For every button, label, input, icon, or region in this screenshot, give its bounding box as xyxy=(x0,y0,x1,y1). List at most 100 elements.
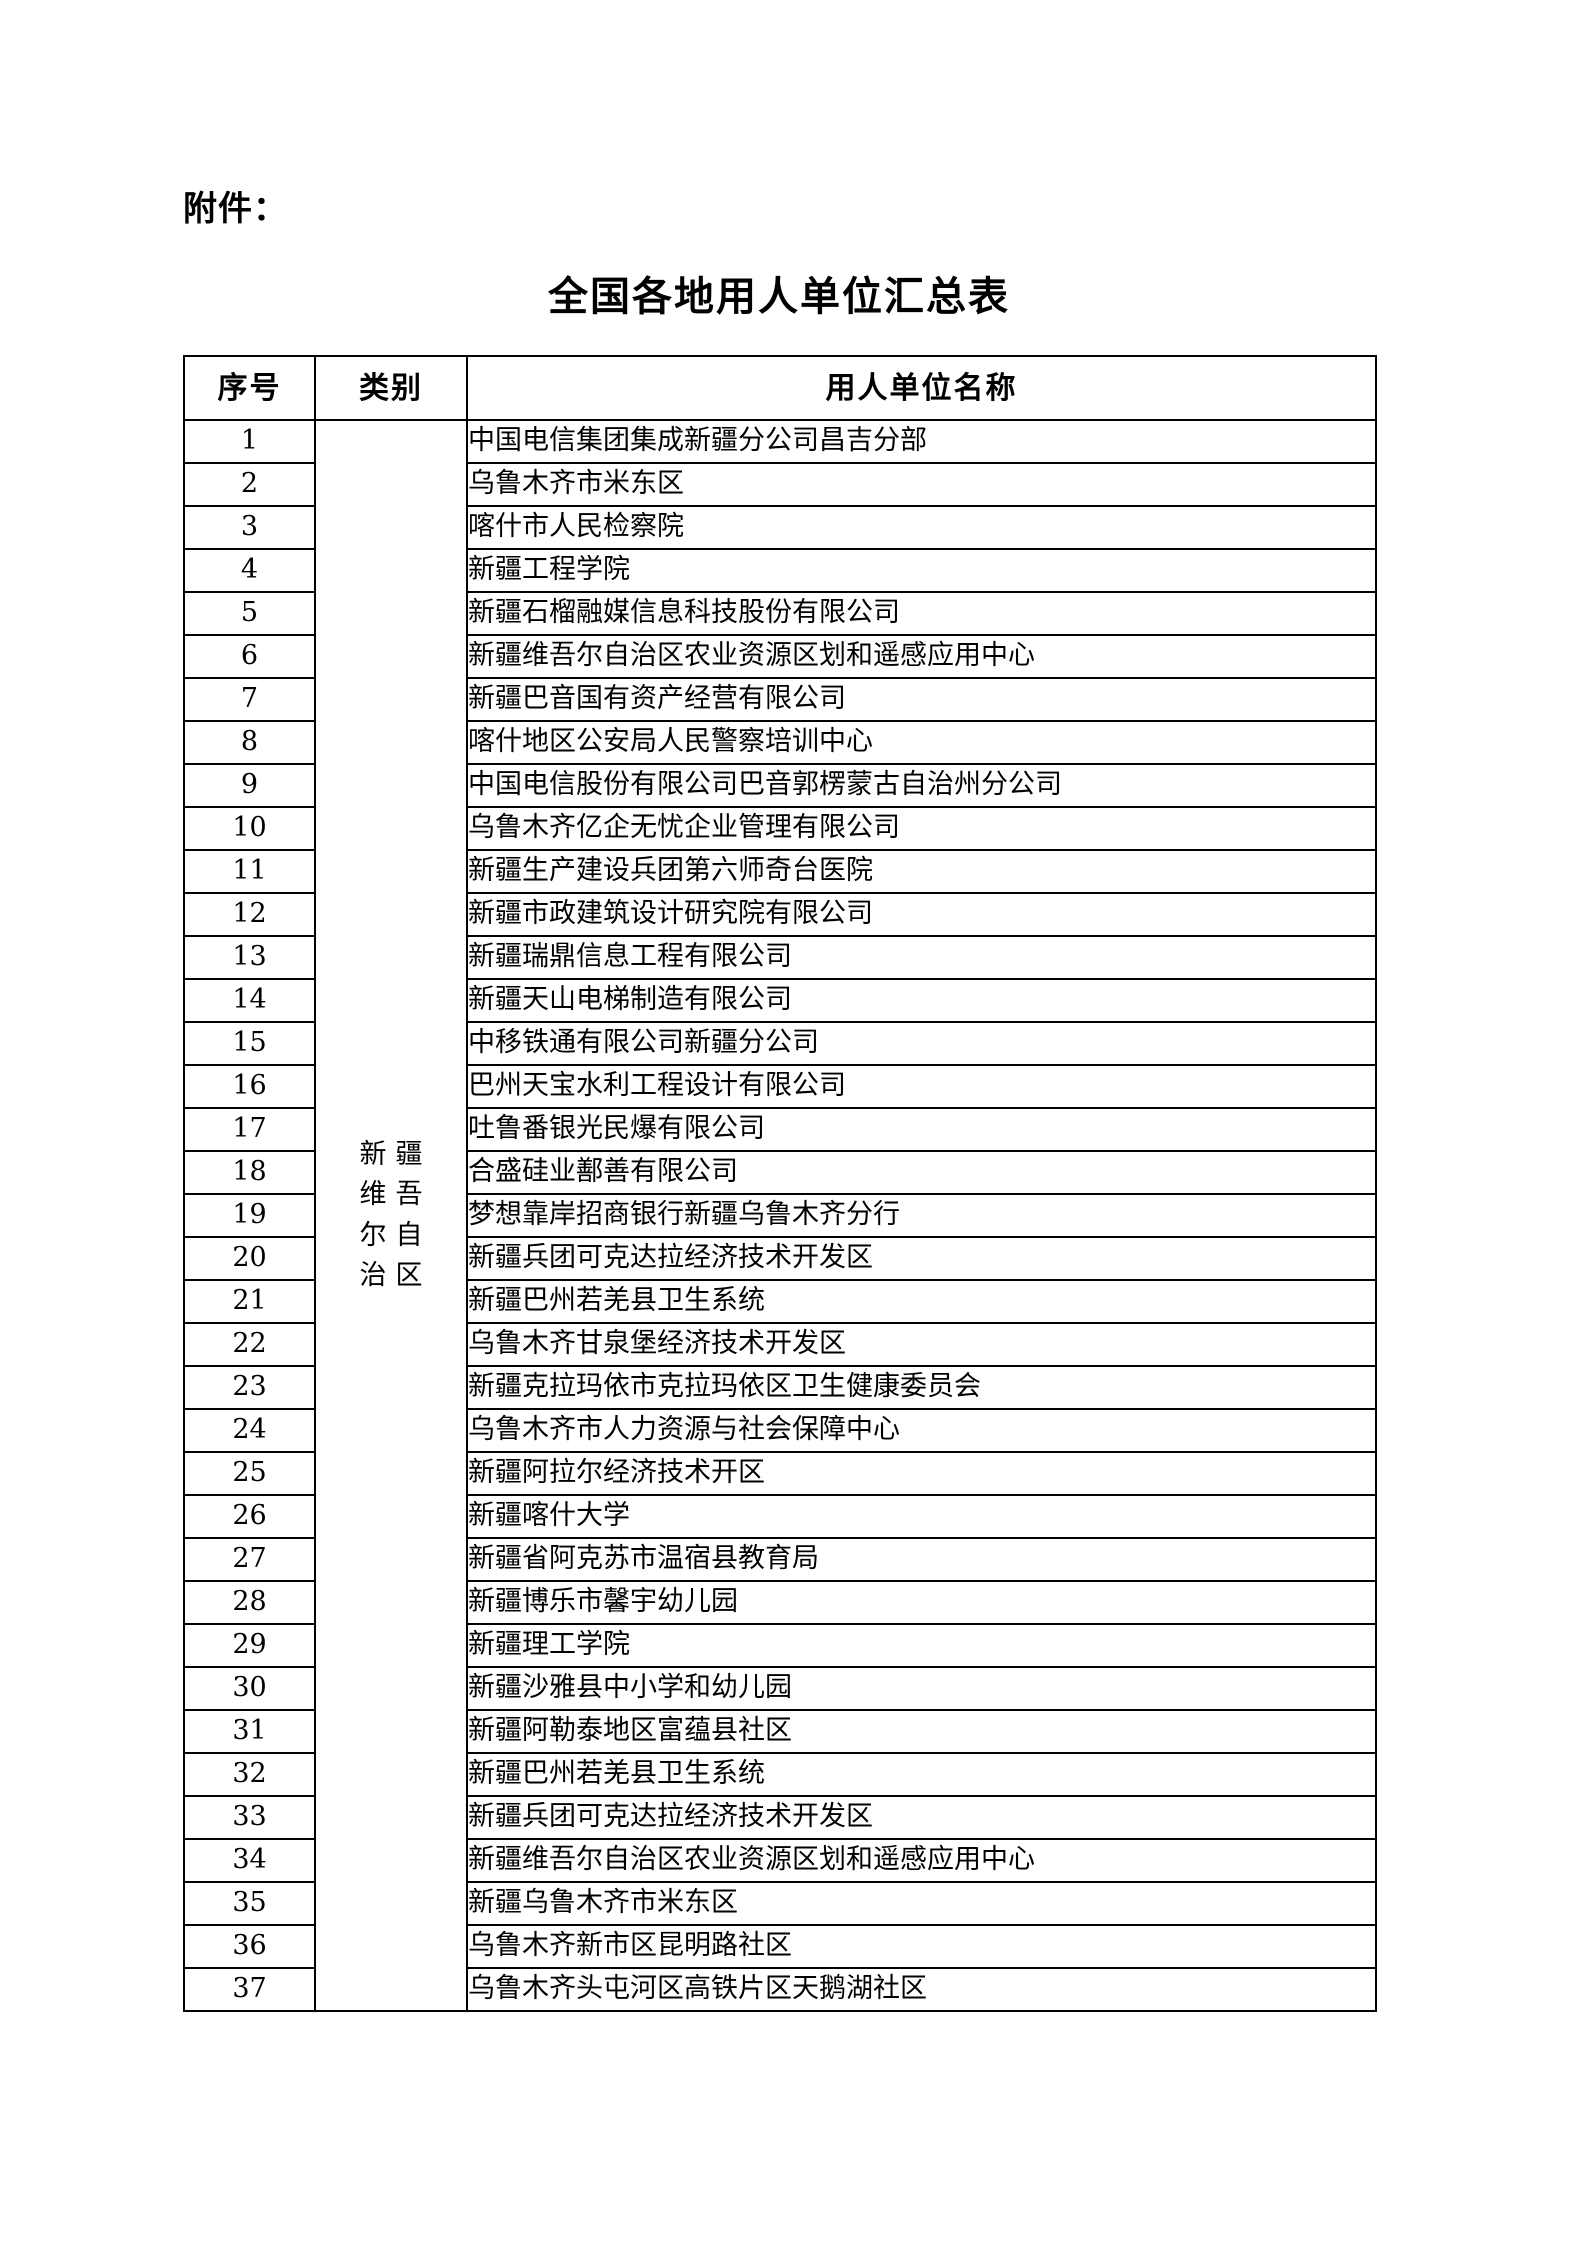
cell-employer-name: 乌鲁木齐甘泉堡经济技术开发区 xyxy=(466,1322,1377,1367)
category-vertical-column: 新维尔治 xyxy=(355,1135,391,1297)
table-row: 23 新疆克拉玛依市克拉玛依区卫生健康委员会 xyxy=(183,1365,1377,1410)
category-char: 区 xyxy=(395,1260,423,1291)
cell-employer-name: 喀什市人民检察院 xyxy=(466,505,1377,550)
table-row: 31 新疆阿勒泰地区富蕴县社区 xyxy=(183,1709,1377,1754)
cell-seq: 31 xyxy=(183,1709,316,1754)
cell-seq: 6 xyxy=(183,634,316,679)
cell-seq: 36 xyxy=(183,1924,316,1969)
table-row: 9 中国电信股份有限公司巴音郭楞蒙古自治州分公司 xyxy=(183,763,1377,808)
cell-employer-name: 新疆市政建筑设计研究院有限公司 xyxy=(466,892,1377,937)
table-row: 29 新疆理工学院 xyxy=(183,1623,1377,1668)
table-row: 11 新疆生产建设兵团第六师奇台医院 xyxy=(183,849,1377,894)
category-char: 新 xyxy=(359,1138,387,1170)
column-header-category: 类别 xyxy=(314,355,468,421)
cell-employer-name: 新疆瑞鼎信息工程有限公司 xyxy=(466,935,1377,980)
table-row: 35 新疆乌鲁木齐市米东区 xyxy=(183,1881,1377,1926)
column-header-name: 用人单位名称 xyxy=(466,355,1377,421)
cell-employer-name: 新疆阿拉尔经济技术开区 xyxy=(466,1451,1377,1496)
cell-seq: 12 xyxy=(183,892,316,937)
category-vertical-column: 疆吾自区 xyxy=(391,1135,427,1297)
cell-seq: 37 xyxy=(183,1967,316,2012)
cell-employer-name: 新疆巴音国有资产经营有限公司 xyxy=(466,677,1377,722)
table-row: 3 喀什市人民检察院 xyxy=(183,505,1377,550)
column-header-seq: 序号 xyxy=(183,355,316,421)
table-row: 32 新疆巴州若羌县卫生系统 xyxy=(183,1752,1377,1797)
cell-employer-name: 新疆维吾尔自治区农业资源区划和遥感应用中心 xyxy=(466,634,1377,679)
cell-seq: 26 xyxy=(183,1494,316,1539)
cell-employer-name: 新疆兵团可克达拉经济技术开发区 xyxy=(466,1795,1377,1840)
cell-employer-name: 新疆阿勒泰地区富蕴县社区 xyxy=(466,1709,1377,1754)
cell-seq: 29 xyxy=(183,1623,316,1668)
cell-employer-name: 新疆克拉玛依市克拉玛依区卫生健康委员会 xyxy=(466,1365,1377,1410)
cell-employer-name: 新疆巴州若羌县卫生系统 xyxy=(466,1752,1377,1797)
cell-seq: 32 xyxy=(183,1752,316,1797)
cell-seq: 15 xyxy=(183,1021,316,1066)
table-row: 28 新疆博乐市馨宇幼儿园 xyxy=(183,1580,1377,1625)
cell-seq: 5 xyxy=(183,591,316,636)
cell-seq: 1 xyxy=(183,419,316,464)
cell-employer-name: 新疆维吾尔自治区农业资源区划和遥感应用中心 xyxy=(466,1838,1377,1883)
cell-employer-name: 新疆乌鲁木齐市米东区 xyxy=(466,1881,1377,1926)
cell-seq: 35 xyxy=(183,1881,316,1926)
table-row: 12 新疆市政建筑设计研究院有限公司 xyxy=(183,892,1377,937)
table-row: 20 新疆兵团可克达拉经济技术开发区 xyxy=(183,1236,1377,1281)
cell-seq: 13 xyxy=(183,935,316,980)
cell-seq: 34 xyxy=(183,1838,316,1883)
category-char: 吾 xyxy=(395,1179,423,1210)
table-row: 37 乌鲁木齐头屯河区高铁片区天鹅湖社区 xyxy=(183,1967,1377,2012)
cell-seq: 30 xyxy=(183,1666,316,1711)
cell-seq: 8 xyxy=(183,720,316,765)
table-row: 27 新疆省阿克苏市温宿县教育局 xyxy=(183,1537,1377,1582)
table-row: 36 乌鲁木齐新市区昆明路社区 xyxy=(183,1924,1377,1969)
cell-employer-name: 合盛硅业鄯善有限公司 xyxy=(466,1150,1377,1195)
cell-seq: 18 xyxy=(183,1150,316,1195)
cell-seq: 33 xyxy=(183,1795,316,1840)
cell-employer-name: 中移铁通有限公司新疆分公司 xyxy=(466,1021,1377,1066)
category-char: 尔 xyxy=(359,1219,387,1251)
table-row: 26 新疆喀什大学 xyxy=(183,1494,1377,1539)
table-row: 4 新疆工程学院 xyxy=(183,548,1377,593)
cell-seq: 9 xyxy=(183,763,316,808)
table-row: 18 合盛硅业鄯善有限公司 xyxy=(183,1150,1377,1195)
cell-employer-name: 新疆石榴融媒信息科技股份有限公司 xyxy=(466,591,1377,636)
table-row: 2 乌鲁木齐市米东区 xyxy=(183,462,1377,507)
cell-seq: 10 xyxy=(183,806,316,851)
table-row: 14 新疆天山电梯制造有限公司 xyxy=(183,978,1377,1023)
cell-employer-name: 乌鲁木齐市人力资源与社会保障中心 xyxy=(466,1408,1377,1453)
table-row: 16 巴州天宝水利工程设计有限公司 xyxy=(183,1064,1377,1109)
cell-employer-name: 乌鲁木齐新市区昆明路社区 xyxy=(466,1924,1377,1969)
table-row: 24 乌鲁木齐市人力资源与社会保障中心 xyxy=(183,1408,1377,1453)
cell-seq: 22 xyxy=(183,1322,316,1367)
cell-employer-name: 乌鲁木齐亿企无忧企业管理有限公司 xyxy=(466,806,1377,851)
table-row: 25 新疆阿拉尔经济技术开区 xyxy=(183,1451,1377,1496)
cell-employer-name: 新疆巴州若羌县卫生系统 xyxy=(466,1279,1377,1324)
cell-seq: 24 xyxy=(183,1408,316,1453)
page-title: 全国各地用人单位汇总表 xyxy=(548,273,1010,320)
cell-employer-name: 巴州天宝水利工程设计有限公司 xyxy=(466,1064,1377,1109)
employer-summary-table-wrapper: 序号 类别 用人单位名称 1 新维尔治疆吾自区中国电信集团集成新疆分公司昌吉分部 2… xyxy=(183,355,1377,2012)
category-char: 自 xyxy=(395,1219,423,1251)
attachment-label: 附件： xyxy=(183,189,288,229)
cell-seq: 14 xyxy=(183,978,316,1023)
cell-employer-name: 梦想靠岸招商银行新疆乌鲁木齐分行 xyxy=(466,1193,1377,1238)
category-char: 疆 xyxy=(395,1138,423,1170)
table-row: 33 新疆兵团可克达拉经济技术开发区 xyxy=(183,1795,1377,1840)
cell-seq: 21 xyxy=(183,1279,316,1324)
cell-employer-name: 新疆兵团可克达拉经济技术开发区 xyxy=(466,1236,1377,1281)
table-row: 1 新维尔治疆吾自区中国电信集团集成新疆分公司昌吉分部 xyxy=(183,419,1377,2012)
table-row: 34 新疆维吾尔自治区农业资源区划和遥感应用中心 xyxy=(183,1838,1377,1883)
category-char: 治 xyxy=(359,1260,387,1291)
cell-employer-name: 中国电信股份有限公司巴音郭楞蒙古自治州分公司 xyxy=(466,763,1377,808)
cell-employer-name: 新疆理工学院 xyxy=(466,1623,1377,1668)
cell-employer-name: 中国电信集团集成新疆分公司昌吉分部 xyxy=(466,419,1377,464)
cell-category: 新维尔治疆吾自区 xyxy=(314,419,468,2012)
cell-employer-name: 乌鲁木齐市米东区 xyxy=(466,462,1377,507)
cell-employer-name: 喀什地区公安局人民警察培训中心 xyxy=(466,720,1377,765)
table-row: 15 中移铁通有限公司新疆分公司 xyxy=(183,1021,1377,1066)
cell-employer-name: 吐鲁番银光民爆有限公司 xyxy=(466,1107,1377,1152)
cell-seq: 28 xyxy=(183,1580,316,1625)
cell-seq: 4 xyxy=(183,548,316,593)
cell-seq: 23 xyxy=(183,1365,316,1410)
table-body: 1 新维尔治疆吾自区中国电信集团集成新疆分公司昌吉分部 2 乌鲁木齐市米东区 3 喀什市人… xyxy=(183,419,1377,2012)
cell-employer-name: 新疆工程学院 xyxy=(466,548,1377,593)
